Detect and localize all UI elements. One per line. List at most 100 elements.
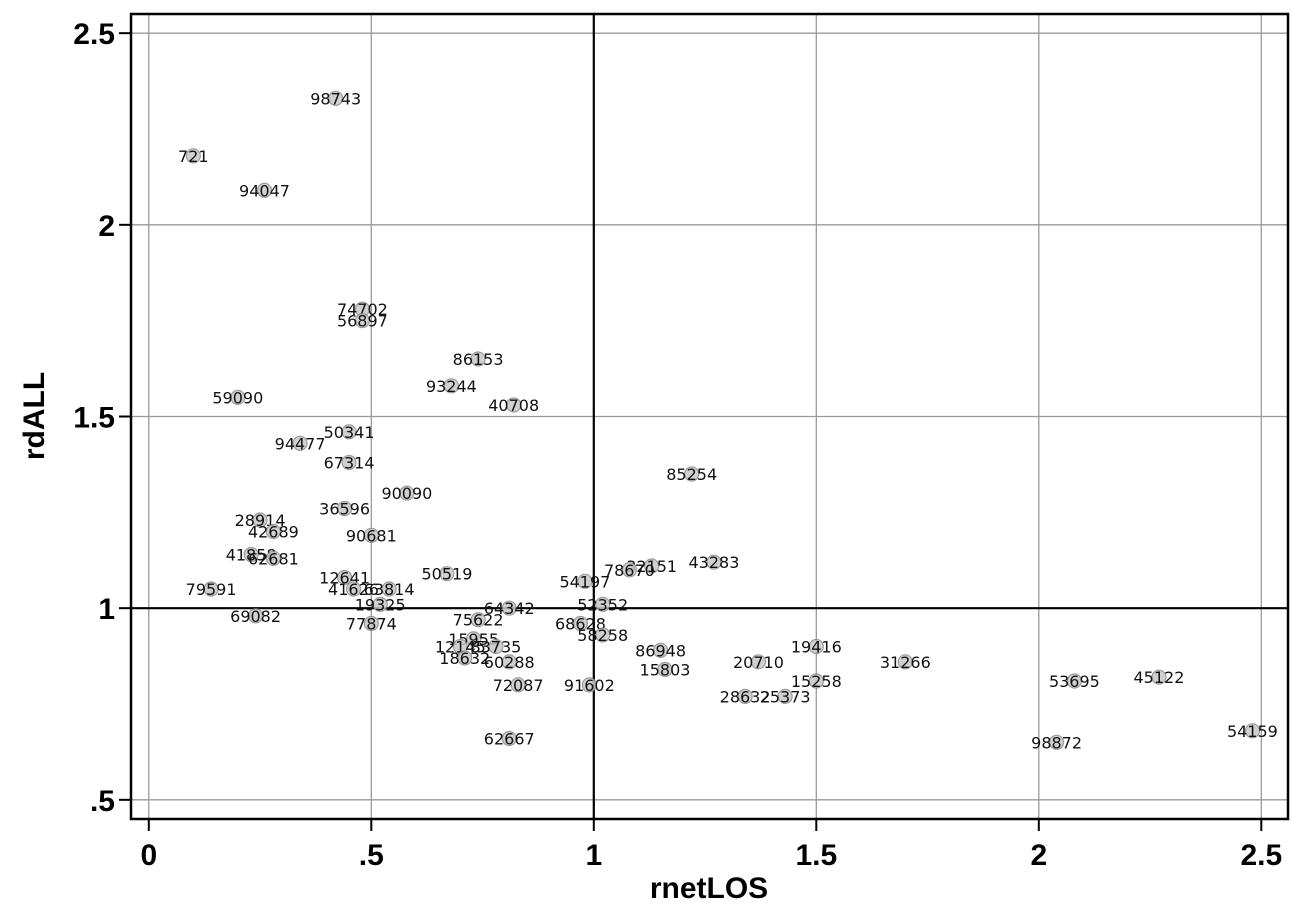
data-point: 85254 <box>666 465 717 484</box>
point-marker <box>572 615 589 632</box>
point-label: 64342 <box>484 599 535 618</box>
point-marker <box>897 654 913 670</box>
point-label: 68628 <box>555 615 606 634</box>
point-label: 62681 <box>248 549 299 568</box>
point-marker <box>501 730 517 747</box>
data-point: 98872 <box>1031 733 1082 752</box>
point-label: 91602 <box>564 676 615 695</box>
data-point: 74702 <box>337 300 388 319</box>
point-label: 67314 <box>324 454 375 473</box>
point-label: 58258 <box>577 626 628 645</box>
point-marker <box>644 558 660 574</box>
point-marker <box>337 500 353 517</box>
data-point: 12145 <box>435 638 486 657</box>
data-point: 50519 <box>421 565 472 584</box>
x-axis-ticks: 0 .5 1 1.5 2 2.5 <box>140 819 1282 872</box>
data-point: 93244 <box>426 377 477 396</box>
point-label: 36596 <box>319 500 370 519</box>
point-label: 41626 <box>328 580 379 599</box>
point-marker <box>750 654 767 670</box>
point-marker <box>439 566 455 582</box>
point-label: 15258 <box>791 672 842 691</box>
point-marker <box>243 546 259 563</box>
point-label: 53695 <box>1049 672 1100 691</box>
grid-lines <box>131 14 1288 819</box>
data-point: 83735 <box>470 638 521 657</box>
point-marker <box>341 424 357 440</box>
point-marker <box>457 650 473 666</box>
point-label: 72087 <box>493 676 544 695</box>
data-point: 86948 <box>635 641 686 660</box>
point-label: 12145 <box>435 638 486 657</box>
y-tick-label: 2 <box>98 210 115 243</box>
data-point: 19416 <box>791 638 842 657</box>
y-tick-label: 2.5 <box>73 18 115 51</box>
data-point: 79591 <box>186 580 237 599</box>
y-tick-label: .5 <box>90 785 115 818</box>
point-label: 59090 <box>212 388 263 407</box>
point-marker <box>1048 734 1065 750</box>
point-label: 721 <box>178 147 209 166</box>
data-point: 43283 <box>688 553 739 572</box>
data-point: 32151 <box>626 557 677 576</box>
point-marker <box>621 562 638 578</box>
point-label: 50341 <box>324 423 375 442</box>
point-label: 54159 <box>1227 722 1278 741</box>
point-marker <box>470 612 486 628</box>
y-tick-label: 1.5 <box>73 402 115 435</box>
data-point: 15258 <box>791 672 842 691</box>
point-marker <box>230 389 246 405</box>
point-label: 54197 <box>559 572 610 591</box>
point-label: 69082 <box>230 607 281 626</box>
data-point: 31266 <box>880 653 931 672</box>
point-marker <box>595 627 611 643</box>
point-label: 15803 <box>640 661 691 680</box>
point-label: 50519 <box>421 565 472 584</box>
point-marker <box>185 148 201 164</box>
point-label: 75622 <box>453 611 504 630</box>
data-point: 45122 <box>1133 668 1184 687</box>
y-axis-ticks: .5 1 1.5 2 2.5 <box>73 18 131 818</box>
data-point: 94477 <box>275 434 326 453</box>
point-marker <box>328 90 344 106</box>
point-label: 90681 <box>346 526 397 545</box>
point-marker <box>684 466 700 482</box>
point-marker <box>501 654 517 670</box>
point-marker <box>341 454 357 471</box>
point-marker <box>510 677 526 693</box>
data-point: 41626 <box>328 580 379 599</box>
point-label: 19416 <box>791 638 842 657</box>
data-point: 721 <box>178 147 209 166</box>
point-marker <box>737 688 753 704</box>
point-label: 93244 <box>426 377 477 396</box>
data-point: 50341 <box>324 423 375 442</box>
data-point: 40708 <box>488 396 539 415</box>
point-label: 42689 <box>248 523 299 542</box>
point-label: 63814 <box>364 580 415 599</box>
data-point: 64342 <box>484 599 535 618</box>
point-marker <box>345 581 362 597</box>
point-label: 74702 <box>337 300 388 319</box>
point-marker <box>292 435 308 451</box>
point-marker <box>203 581 219 597</box>
point-marker <box>265 550 281 566</box>
point-marker <box>363 527 379 543</box>
x-tick-label: 0 <box>140 839 157 872</box>
point-label: 77874 <box>346 615 397 634</box>
data-point: 36596 <box>319 500 370 519</box>
data-point: 19325 <box>355 595 406 614</box>
point-marker <box>470 351 486 367</box>
point-label: 41858 <box>226 546 277 565</box>
point-label: 43283 <box>688 553 739 572</box>
x-tick-label: 1 <box>585 839 602 872</box>
y-tick-label: 1 <box>98 593 115 626</box>
point-marker <box>337 569 353 586</box>
point-marker <box>657 661 673 678</box>
point-marker <box>466 631 482 647</box>
point-marker <box>652 642 669 658</box>
point-marker <box>595 596 611 612</box>
point-label: 32151 <box>626 557 677 576</box>
point-label: 98872 <box>1031 733 1082 752</box>
